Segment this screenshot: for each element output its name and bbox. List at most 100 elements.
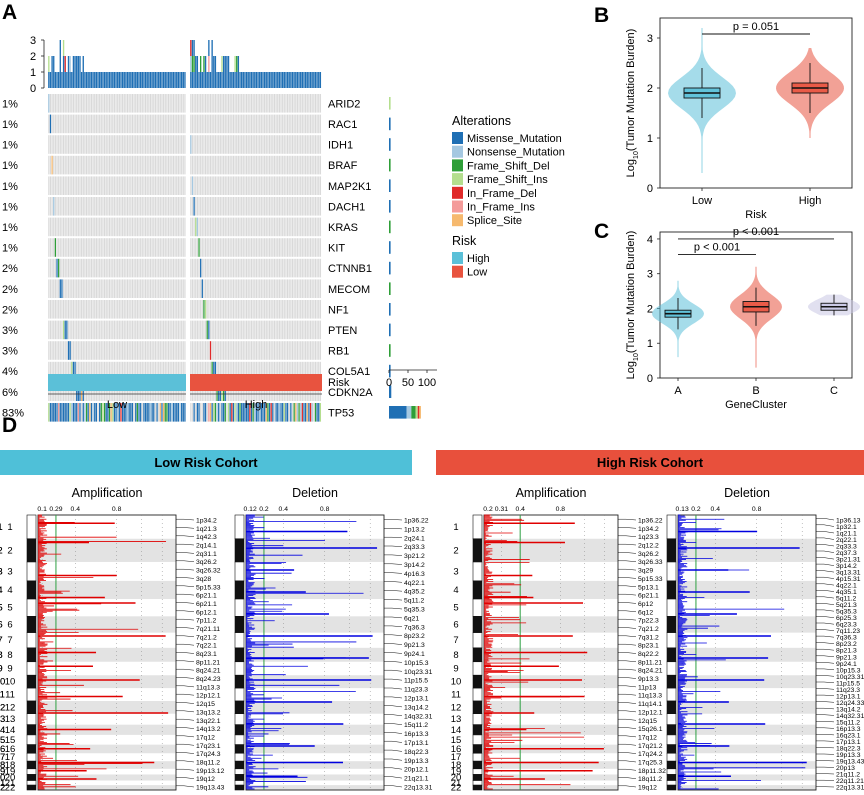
high-del-region-22: 9p24.1 bbox=[836, 661, 857, 668]
high-del-leader bbox=[816, 734, 835, 736]
high-del-region-23: 10p15.3 bbox=[836, 667, 861, 674]
low-amp-chr-block bbox=[26, 774, 37, 781]
mutation-cell bbox=[193, 197, 195, 216]
mutation-cell-tp53 bbox=[264, 403, 266, 422]
mutation-cell-tp53 bbox=[229, 403, 231, 422]
low-del-chr-label-22: 22 bbox=[0, 783, 5, 794]
top-bar-segment bbox=[277, 72, 279, 88]
low-del-region-2: 2q24.1 bbox=[404, 535, 425, 542]
mutation-cell bbox=[221, 382, 223, 401]
low-del-leader bbox=[384, 634, 403, 636]
top-bar-axis: 3 2 1 0 bbox=[30, 35, 45, 95]
top-bar-segment bbox=[319, 72, 322, 88]
high-risk-banner bbox=[436, 450, 864, 475]
mutation-cell-tp53 bbox=[177, 403, 179, 422]
top-bar-segment bbox=[237, 72, 240, 88]
high-del-chr-block bbox=[666, 561, 677, 582]
legend-swatch-missense_mutation bbox=[452, 132, 463, 144]
low-amp-chr-label-18: 18 bbox=[5, 760, 16, 771]
low-del-region-0: 1p36.22 bbox=[404, 518, 429, 525]
high-del-chr-block bbox=[666, 784, 677, 791]
low-del-region-11: 6q21 bbox=[404, 615, 419, 622]
mutation-cell-tp53 bbox=[128, 403, 130, 422]
group-high-label: High bbox=[245, 399, 268, 411]
high-amp-leader bbox=[618, 577, 637, 579]
risk-row-label: Risk bbox=[328, 377, 350, 389]
row-bar-dach1 bbox=[389, 200, 391, 213]
mutation-matrix bbox=[47, 94, 322, 424]
top-bar-segment bbox=[240, 72, 243, 88]
gene-pct-arid2: 1% bbox=[2, 98, 18, 110]
high-amp-region-22: 11q14.1 bbox=[638, 701, 662, 708]
mutation-cell-tp53 bbox=[113, 403, 116, 422]
high-del-band bbox=[678, 744, 816, 754]
high-del-leader bbox=[816, 668, 835, 671]
mutation-cell-tp53 bbox=[223, 403, 225, 422]
low-amp-leader bbox=[176, 785, 195, 788]
high-del-leader bbox=[816, 576, 835, 579]
matrix-grid bbox=[47, 94, 322, 424]
top-bar-segment bbox=[295, 72, 297, 88]
low-amp-top-tick-2: 0.4 bbox=[71, 506, 81, 513]
high-amp-region-7: 5p15.33 bbox=[638, 576, 663, 583]
low-amp-leader bbox=[176, 618, 195, 621]
row-bar-seg-tp53 bbox=[419, 406, 421, 419]
high-del-chr-block bbox=[666, 580, 677, 600]
high-amp-chr-block bbox=[472, 700, 483, 715]
top-bar-segment bbox=[263, 72, 266, 88]
mutation-cell bbox=[59, 279, 61, 298]
top-bar-segment bbox=[113, 72, 116, 88]
mutation-cell bbox=[209, 341, 212, 360]
low-amp-chr-block bbox=[26, 700, 37, 715]
top-bar-segment bbox=[242, 72, 244, 88]
top-bar-segment bbox=[89, 72, 91, 88]
low-amp-band bbox=[38, 701, 176, 714]
low-amp-region-31: 19q12 bbox=[196, 776, 215, 783]
mutation-cell-tp53 bbox=[213, 403, 215, 422]
high-amp-chr-label-11: 11 bbox=[451, 690, 461, 701]
row-bar-ctnnb1 bbox=[389, 261, 391, 275]
low-del-leader bbox=[384, 519, 403, 521]
low-del-leader bbox=[384, 607, 403, 610]
high-amp-leader bbox=[618, 660, 637, 663]
high-del-region-4: 2q33.3 bbox=[836, 544, 857, 551]
mutation-cell-tp53 bbox=[49, 403, 52, 422]
low-del-chr-label-7: 7 bbox=[0, 635, 3, 646]
mutation-cell-tp53 bbox=[174, 403, 176, 422]
low-del-leader bbox=[384, 536, 403, 539]
gene-name-dach1: DACH1 bbox=[328, 201, 365, 213]
top-bar-segment bbox=[203, 72, 205, 88]
low-amp-leader bbox=[176, 760, 195, 763]
high-del-chr-block bbox=[666, 687, 677, 702]
top-bar-segment bbox=[153, 72, 155, 88]
high-amp-region-6: 3q29 bbox=[638, 568, 653, 575]
mutation-cell-tp53 bbox=[300, 403, 302, 422]
high-amp-leader bbox=[618, 743, 637, 746]
top-bar-segment bbox=[138, 72, 140, 88]
high-amp-chr-label-16: 16 bbox=[451, 744, 462, 755]
low-amp-region-23: 13q13.2 bbox=[196, 709, 221, 716]
top-bar-segment bbox=[221, 72, 223, 88]
low-amp-chr-label-2: 2 bbox=[7, 545, 12, 556]
low-amp-leader bbox=[176, 643, 195, 646]
top-bar-segment bbox=[293, 72, 295, 88]
top-bar-segment bbox=[125, 72, 127, 88]
high-del-leader bbox=[816, 648, 835, 651]
top-bar-segment bbox=[234, 72, 236, 88]
high-del-chr-block bbox=[666, 774, 677, 781]
top-bar-segment bbox=[130, 72, 132, 88]
top-bar-segment bbox=[144, 72, 147, 88]
mutation-cell-tp53 bbox=[61, 403, 63, 422]
high-amp-chr-block bbox=[472, 687, 483, 702]
gene-pct-idh1: 1% bbox=[2, 140, 18, 152]
top-bar-segment bbox=[232, 72, 235, 88]
low-amp-region-5: 3q26.2 bbox=[196, 559, 217, 566]
legend-swatch-in_frame_del bbox=[452, 186, 463, 199]
mutation-cell-tp53 bbox=[232, 403, 235, 422]
mutation-cell bbox=[79, 382, 81, 401]
low-amp-band bbox=[38, 616, 176, 633]
high-del-leader bbox=[816, 629, 835, 631]
high-del-chr-label-15: 15 bbox=[0, 735, 5, 746]
top-bar-segment bbox=[211, 72, 213, 88]
top-bar-segment bbox=[71, 72, 73, 88]
